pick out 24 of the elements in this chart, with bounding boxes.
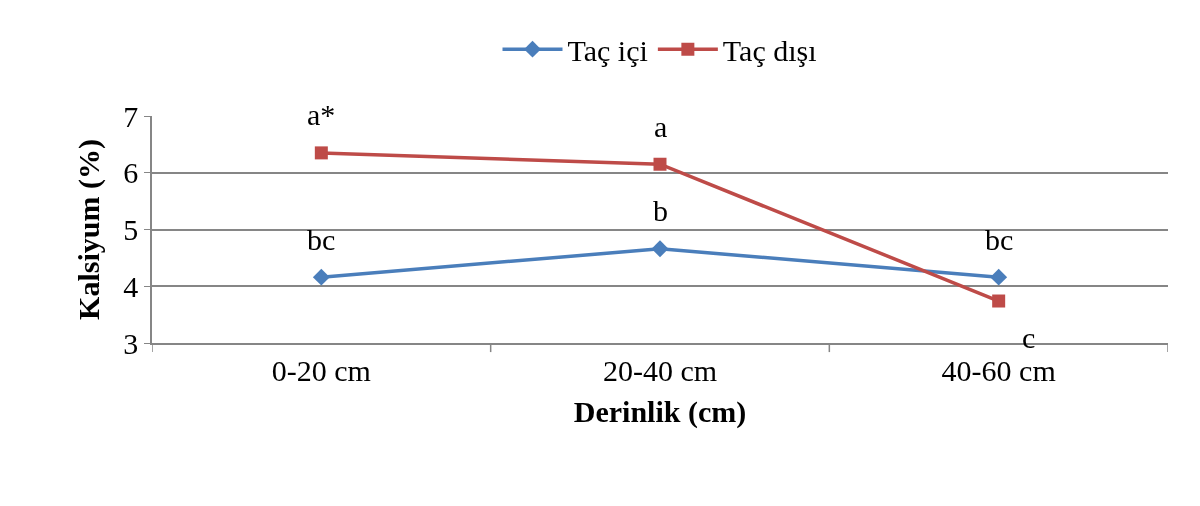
y-tick-label: 3	[123, 326, 139, 360]
y-axis-title: Kalsiyum (%)	[71, 139, 106, 320]
point	[653, 157, 667, 171]
point	[990, 268, 1008, 286]
x-tick-label: 40-60 cm	[941, 353, 1056, 387]
annotation: c	[1022, 321, 1036, 354]
annotation: a*	[307, 98, 336, 131]
y-tick-label: 4	[123, 269, 139, 303]
point	[314, 146, 328, 160]
y-tick-label: 6	[123, 156, 139, 190]
legend-label: Taç dışı	[722, 33, 817, 67]
point	[651, 240, 669, 258]
point	[992, 294, 1006, 308]
x-tick-label: 20-40 cm	[602, 353, 718, 387]
x-axis-title: Derinlik (cm)	[573, 394, 747, 429]
annotation: a	[654, 110, 668, 143]
y-tick-label: 7	[123, 99, 139, 133]
annotation: b	[653, 194, 668, 227]
annotation: bc	[307, 223, 336, 256]
y-tick-label: 5	[123, 213, 139, 246]
point	[312, 268, 330, 286]
legend-label: Taç içi	[567, 33, 648, 67]
x-tick-label: 0-20 cm	[271, 353, 371, 387]
annotation: bc	[985, 223, 1014, 256]
